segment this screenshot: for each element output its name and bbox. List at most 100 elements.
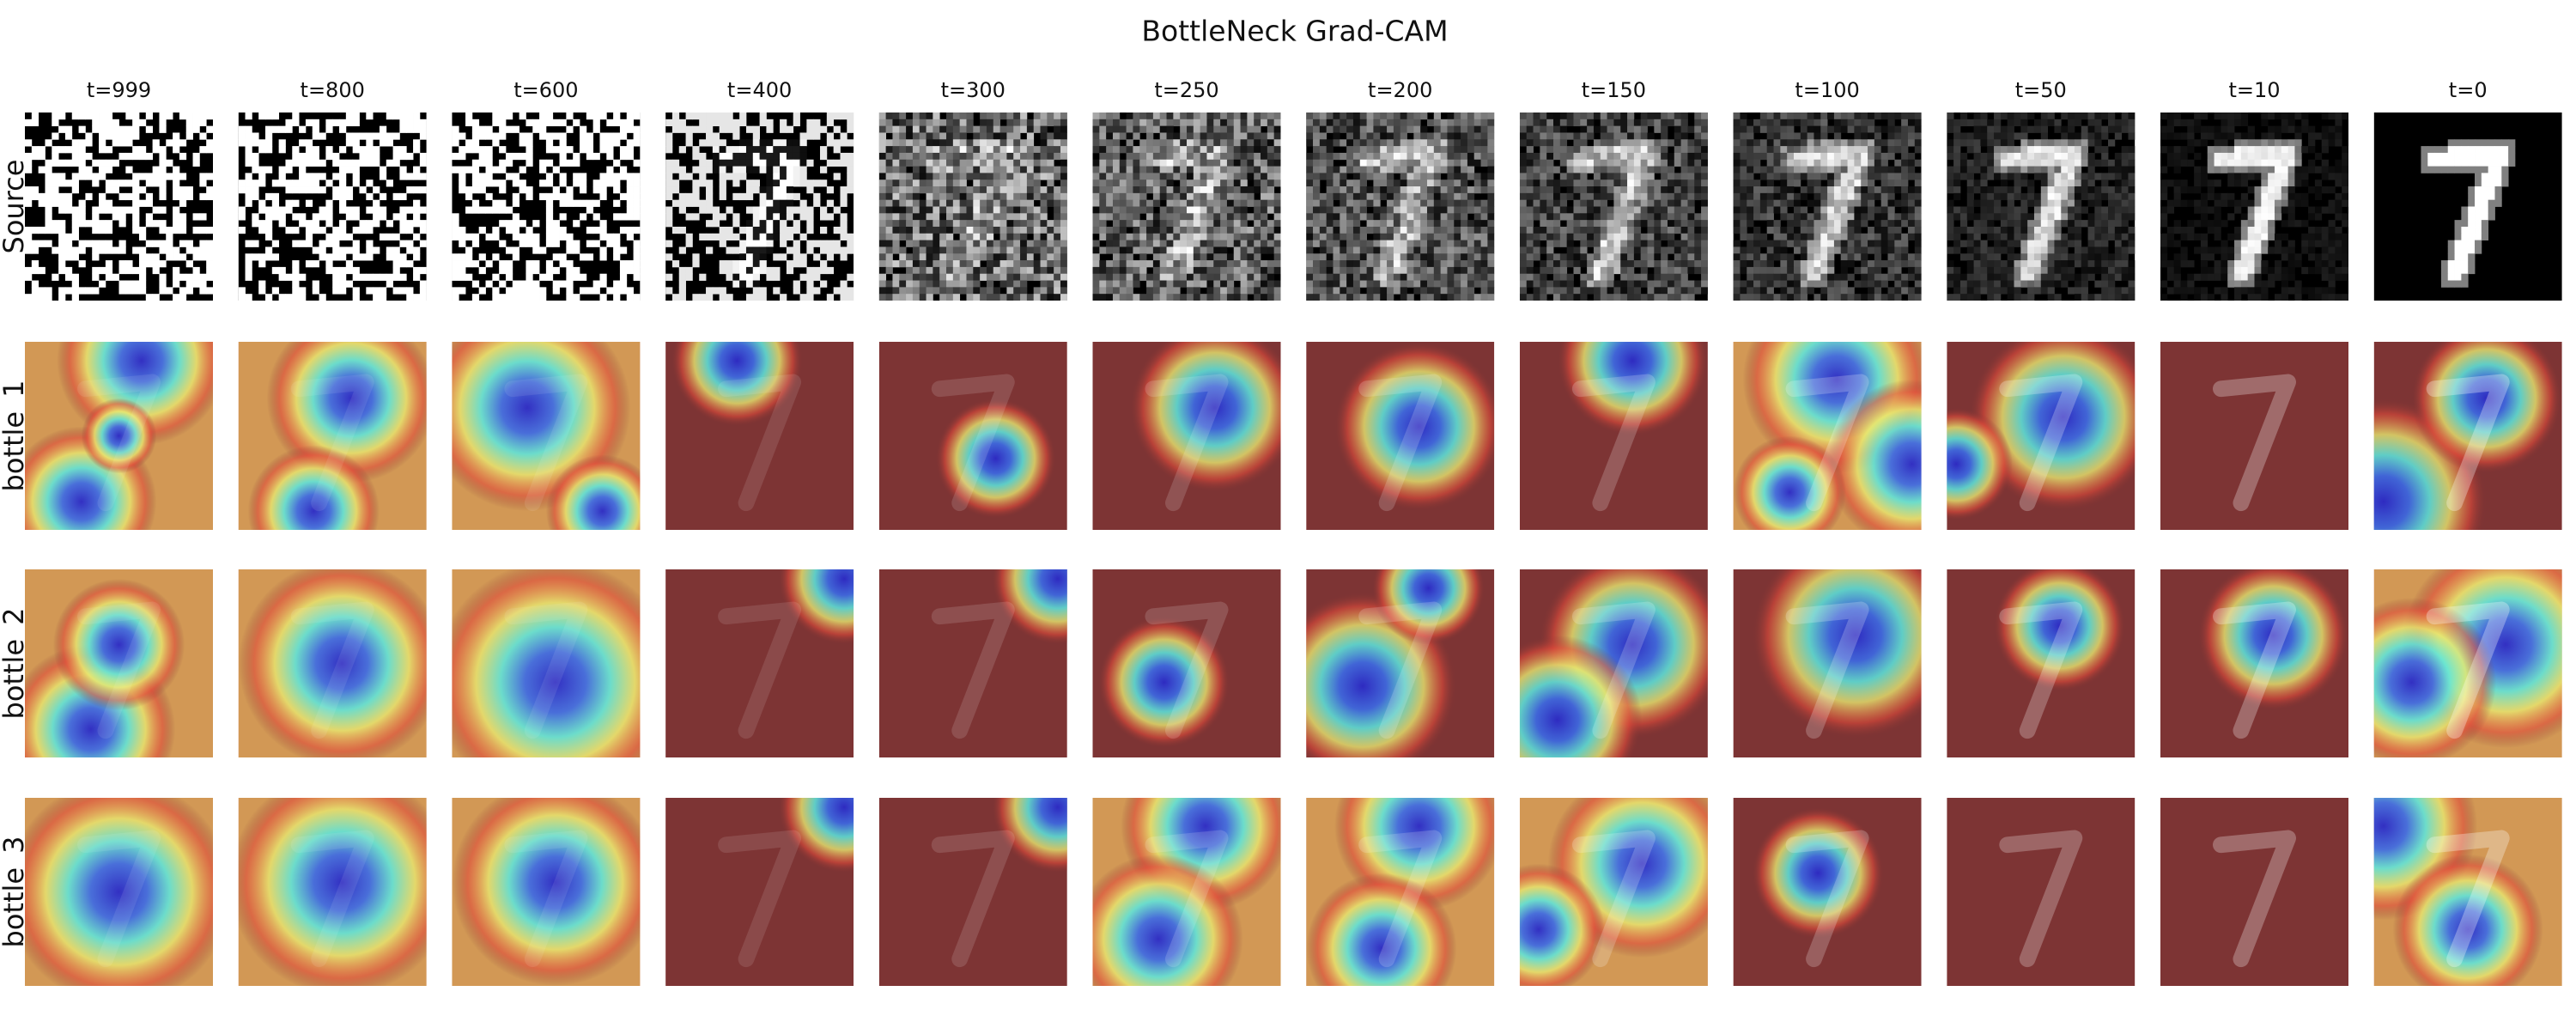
pixel [1640, 192, 1648, 201]
pixel [1047, 139, 1054, 147]
pixel [1261, 266, 1268, 275]
pixel [1566, 206, 1574, 214]
pixel [492, 132, 500, 140]
pixel [1220, 233, 1228, 241]
pixel [1233, 192, 1241, 201]
pixel [1901, 159, 1909, 167]
pixel [192, 273, 200, 281]
pixel [1661, 159, 1668, 167]
pixel [926, 287, 933, 295]
pixel [1440, 146, 1448, 154]
pixel [573, 159, 580, 167]
pixel [966, 125, 974, 133]
pixel [1261, 273, 1268, 281]
pixel [1467, 132, 1475, 140]
pixel [786, 179, 794, 187]
pixel [1033, 146, 1041, 154]
pixel [1759, 152, 1768, 161]
pixel [38, 240, 46, 247]
pixel [1267, 294, 1275, 301]
pixel [1226, 199, 1235, 207]
pixel [706, 233, 714, 241]
pixel [671, 179, 680, 187]
pixel [1600, 152, 1607, 161]
pixel [92, 119, 100, 127]
pixel [566, 280, 574, 288]
pixel [252, 240, 259, 247]
pixel [159, 146, 167, 154]
pixel [1346, 273, 1354, 281]
pixel [1687, 294, 1695, 301]
pixel [933, 246, 940, 254]
pixel [899, 206, 907, 214]
pixel [1106, 280, 1114, 288]
pixel [1880, 139, 1888, 147]
pixel [933, 166, 940, 173]
pixel [1487, 132, 1495, 140]
pixel [105, 179, 113, 187]
pixel [366, 113, 374, 120]
pixel [1868, 179, 1875, 187]
pixel [392, 213, 400, 221]
pixel [878, 146, 887, 154]
pixel [1433, 206, 1442, 214]
pixel [833, 146, 841, 154]
pixel [926, 213, 933, 221]
pixel [1526, 206, 1534, 214]
pixel [1380, 287, 1388, 295]
pixel [99, 240, 106, 247]
pixel [52, 132, 59, 140]
pixel [1473, 260, 1481, 268]
pixel [1633, 206, 1642, 214]
pixel [1099, 220, 1107, 228]
pixel [1006, 226, 1014, 234]
pixel [1013, 246, 1021, 254]
pixel [1254, 139, 1261, 147]
pixel [1566, 146, 1574, 154]
pixel [1519, 213, 1528, 221]
pixel [745, 166, 754, 173]
pixel [459, 152, 466, 161]
pixel [1359, 132, 1367, 140]
pixel [752, 280, 760, 288]
pixel [25, 273, 33, 281]
pixel [1139, 260, 1147, 268]
pixel [31, 280, 39, 288]
pixel [1333, 240, 1340, 247]
pixel [806, 213, 814, 221]
pixel [71, 246, 79, 254]
pixel [1326, 233, 1334, 241]
pixel [1254, 173, 1261, 180]
pixel [118, 125, 126, 133]
pixel [1180, 260, 1188, 268]
pixel [1206, 220, 1214, 228]
pixel [238, 206, 246, 214]
pixel [1546, 159, 1554, 167]
pixel [1133, 206, 1140, 214]
pixel [1487, 287, 1495, 295]
pixel [1020, 260, 1028, 268]
pixel [471, 186, 480, 194]
pixel [1559, 233, 1568, 241]
pixel [766, 246, 774, 254]
pixel [946, 213, 954, 221]
pixel [993, 132, 1000, 140]
pixel [1467, 166, 1475, 173]
pixel [1340, 186, 1347, 194]
pixel [545, 206, 554, 214]
pixel [1661, 233, 1668, 241]
pixel [1533, 206, 1540, 214]
pixel [245, 179, 252, 187]
pixel [566, 113, 574, 120]
pixel [292, 213, 300, 221]
pixel [1433, 146, 1442, 154]
pixel [238, 294, 246, 301]
pixel [1820, 113, 1828, 120]
pixel [1213, 280, 1221, 288]
pixel [1326, 266, 1334, 275]
pixel [899, 220, 907, 228]
pixel [799, 132, 807, 140]
pixel [1740, 159, 1747, 167]
pixel [906, 152, 914, 161]
pixel [1333, 294, 1340, 301]
